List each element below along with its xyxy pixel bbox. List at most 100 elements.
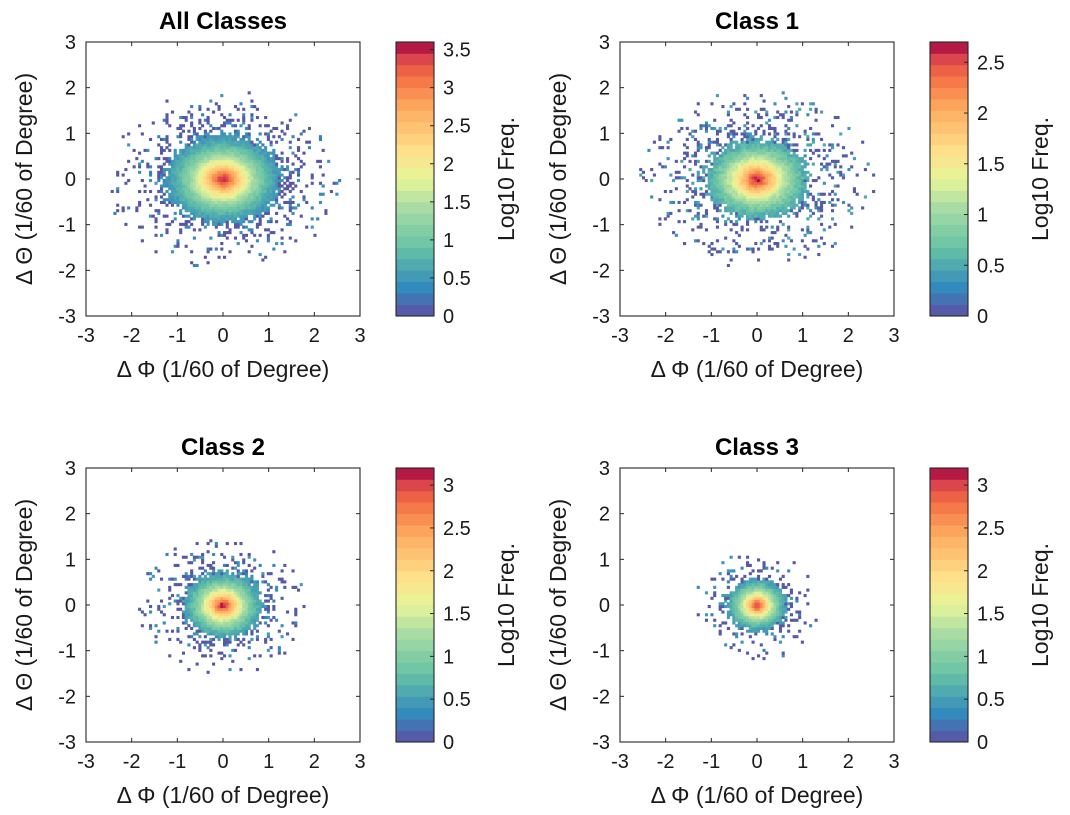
heatmap-cell bbox=[296, 146, 301, 150]
heatmap-cell bbox=[214, 247, 218, 251]
heatmap-cell bbox=[261, 162, 265, 166]
heatmap-cell bbox=[247, 555, 251, 559]
heatmap-cell bbox=[806, 217, 810, 221]
heatmap-cell bbox=[217, 209, 221, 213]
heatmap-cell bbox=[203, 162, 207, 166]
heatmap-cell bbox=[830, 176, 835, 180]
heatmap-cell bbox=[206, 195, 210, 199]
heatmap-cell bbox=[272, 165, 276, 169]
heatmap-cell bbox=[803, 170, 807, 174]
heatmap-cell bbox=[203, 148, 207, 152]
x-tick-label: -3 bbox=[611, 751, 629, 773]
heatmap-cell bbox=[236, 574, 240, 578]
heatmap-cell bbox=[184, 200, 188, 205]
heatmap-cell bbox=[781, 192, 785, 196]
heatmap-cell bbox=[784, 211, 788, 215]
colorbar-swatch bbox=[396, 293, 434, 305]
heatmap-cell bbox=[718, 179, 722, 183]
heatmap-cell bbox=[778, 577, 783, 581]
heatmap-cell bbox=[787, 162, 791, 166]
heatmap-cell bbox=[737, 624, 741, 628]
heatmap-cell bbox=[138, 607, 142, 611]
heatmap-cell bbox=[759, 588, 763, 592]
heatmap-cell bbox=[770, 173, 774, 177]
heatmap-cell bbox=[206, 143, 210, 147]
heatmap-cell bbox=[192, 179, 196, 183]
heatmap-cell bbox=[781, 179, 785, 183]
heatmap-cell bbox=[718, 157, 722, 161]
heatmap-cell bbox=[212, 206, 216, 210]
heatmap-cell bbox=[787, 187, 791, 191]
heatmap-cell bbox=[746, 599, 750, 603]
heatmap-cell bbox=[718, 165, 722, 169]
heatmap-cell bbox=[247, 646, 251, 650]
heatmap-cell bbox=[737, 157, 741, 161]
heatmap-cell bbox=[732, 129, 736, 133]
heatmap-cell bbox=[729, 124, 733, 128]
heatmap-cell bbox=[732, 605, 736, 609]
heatmap-cell bbox=[220, 624, 224, 628]
heatmap-cell bbox=[729, 594, 733, 598]
heatmap-cell bbox=[757, 184, 761, 188]
heatmap-cell bbox=[335, 181, 339, 185]
chart-title: All Classes bbox=[159, 8, 287, 35]
heatmap-cell bbox=[220, 165, 224, 169]
colorbar-tick-label: 2.5 bbox=[977, 52, 1005, 74]
heatmap-cell bbox=[798, 162, 802, 166]
heatmap-cell bbox=[669, 211, 673, 215]
heatmap-cell bbox=[751, 624, 755, 628]
heatmap-cell bbox=[264, 209, 268, 213]
heatmap-cell bbox=[283, 200, 287, 205]
x-tick-label: 0 bbox=[751, 751, 762, 773]
heatmap-cell bbox=[244, 607, 249, 611]
heatmap-cell bbox=[765, 651, 769, 655]
heatmap-cell bbox=[787, 168, 791, 172]
heatmap-cell bbox=[220, 137, 224, 141]
heatmap-cell bbox=[757, 211, 761, 215]
heatmap-cell bbox=[820, 192, 824, 196]
heatmap-cell bbox=[195, 173, 199, 177]
colorbar-swatch bbox=[396, 650, 434, 663]
heatmap-cell bbox=[236, 198, 240, 202]
heatmap-cell bbox=[729, 195, 733, 199]
heatmap-cell bbox=[190, 198, 194, 202]
heatmap-cell bbox=[715, 206, 719, 210]
heatmap-cell bbox=[789, 110, 793, 114]
heatmap-cell bbox=[203, 580, 207, 584]
heatmap-cell bbox=[724, 594, 728, 598]
heatmap-cell bbox=[693, 187, 698, 191]
heatmap-cell bbox=[192, 217, 196, 221]
heatmap-cell bbox=[781, 157, 785, 161]
heatmap-cell bbox=[740, 162, 744, 166]
heatmap-cell bbox=[781, 154, 785, 158]
heatmap-cell bbox=[778, 151, 783, 155]
heatmap-cell bbox=[173, 552, 177, 557]
heatmap-cell bbox=[765, 179, 769, 183]
heatmap-cell bbox=[792, 561, 796, 565]
heatmap-cell bbox=[203, 118, 207, 122]
heatmap-cell bbox=[250, 140, 254, 144]
heatmap-cell bbox=[201, 146, 205, 150]
heatmap-cell bbox=[206, 605, 210, 609]
heatmap-cell bbox=[179, 596, 183, 600]
heatmap-cell bbox=[798, 610, 802, 614]
heatmap-cell bbox=[228, 140, 232, 144]
heatmap-cell bbox=[757, 607, 761, 611]
heatmap-cell bbox=[223, 629, 227, 633]
heatmap-cell bbox=[190, 137, 194, 141]
heatmap-cell bbox=[223, 217, 227, 221]
heatmap-cell bbox=[770, 607, 774, 611]
colorbar-tick-label: 2 bbox=[977, 103, 988, 125]
colorbar-swatch bbox=[396, 616, 434, 629]
heatmap-cell bbox=[757, 594, 761, 598]
heatmap-cell bbox=[828, 173, 832, 177]
heatmap-cell bbox=[767, 588, 772, 592]
heatmap-cell bbox=[214, 165, 218, 169]
heatmap-cell bbox=[236, 187, 240, 191]
heatmap-cell bbox=[217, 137, 221, 141]
heatmap-cell bbox=[201, 552, 205, 557]
heatmap-cell bbox=[250, 596, 254, 600]
heatmap-cell bbox=[778, 200, 783, 205]
heatmap-cell bbox=[737, 555, 741, 559]
heatmap-cell bbox=[212, 585, 216, 589]
